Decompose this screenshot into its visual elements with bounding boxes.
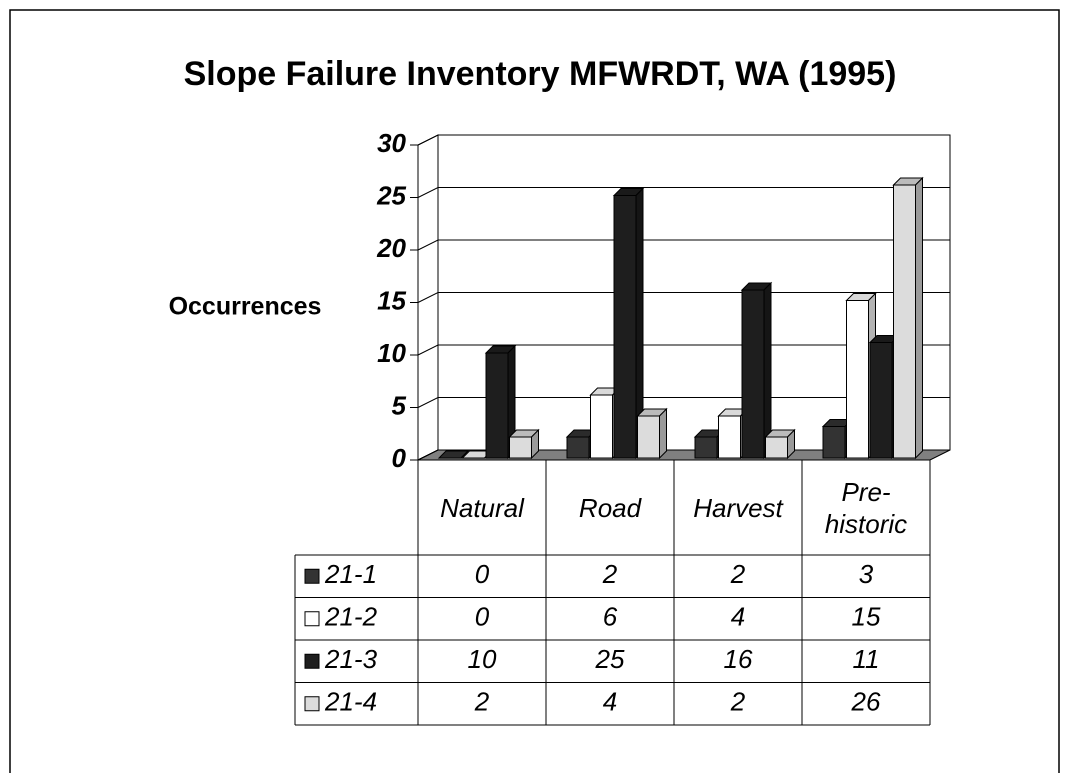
table-value: 2 [602,559,618,589]
table-value: 0 [475,602,490,632]
table-value: 26 [851,687,881,717]
x-tick-label: Harvest [693,492,783,523]
bar-front [718,415,741,459]
category-cell: Road [578,492,642,523]
bar-side [460,450,469,459]
y-tick-label: 10 [377,338,406,368]
legend-label: 21-4 [324,687,377,717]
y-tick-label: 30 [377,128,406,158]
table-value: 4 [731,602,745,632]
table-value: 15 [852,602,881,632]
y-tick-label: 25 [376,180,406,210]
bar-front [765,436,788,459]
bar [437,450,470,459]
legend-label: 21-2 [324,602,378,632]
chart-title: Slope Failure Inventory MFWRDT, WA (1995… [184,55,897,93]
table-value: 2 [474,687,490,717]
y-tick-label: 15 [377,285,406,315]
bar-front [637,415,660,459]
y-tick-label: 0 [392,443,407,473]
table-value: 10 [468,644,497,674]
bar [636,407,668,460]
table-value: 11 [853,644,880,674]
legend-swatch [304,696,320,712]
table-value: 0 [475,559,490,589]
table-value: 25 [595,644,625,674]
category-cell: Harvest [693,492,783,523]
table-value: 6 [603,602,618,632]
bar-front [869,342,893,459]
bar-front [566,436,590,459]
bar [484,344,517,460]
table-value: 4 [603,687,617,717]
legend-label: 21-3 [324,644,378,674]
bar-front [822,426,846,459]
bar [740,281,773,460]
legend-swatch [304,611,320,627]
bar-front [485,352,509,459]
bar [892,176,924,460]
table-value: 16 [724,644,753,674]
y-tick-label: 20 [376,233,406,263]
bar-front [613,195,637,459]
legend-swatch [304,653,320,669]
table-value: 2 [730,559,746,589]
bar [612,187,645,460]
bar-front [590,394,613,459]
grid-line [417,187,950,198]
legend-swatch [304,568,320,584]
grid-line [417,239,950,251]
grid-line [417,134,950,146]
bar-front [741,289,765,459]
bar [508,428,540,460]
x-tick-label: Road [578,492,642,523]
table-value: 2 [730,687,746,717]
x-tick-label: Pre-historic [824,476,908,539]
table-value: 3 [859,559,874,589]
bar-front [893,184,916,459]
bar-side [915,176,923,460]
y-axis-label: Occurrences [169,293,322,321]
bar [764,428,796,460]
category-cell: Pre-historic [824,476,908,539]
legend-label: 21-1 [324,559,377,589]
grid-line [417,344,950,356]
grid-line [417,397,950,408]
x-tick-label: Natural [440,492,524,523]
bar-front [694,436,718,459]
grid-line [417,292,950,303]
bar-front [846,300,869,459]
category-cell: Natural [440,492,524,523]
bar-front [509,436,532,459]
y-tick-label: 5 [392,390,407,420]
bar-side [763,281,772,460]
bar-side [659,407,667,460]
